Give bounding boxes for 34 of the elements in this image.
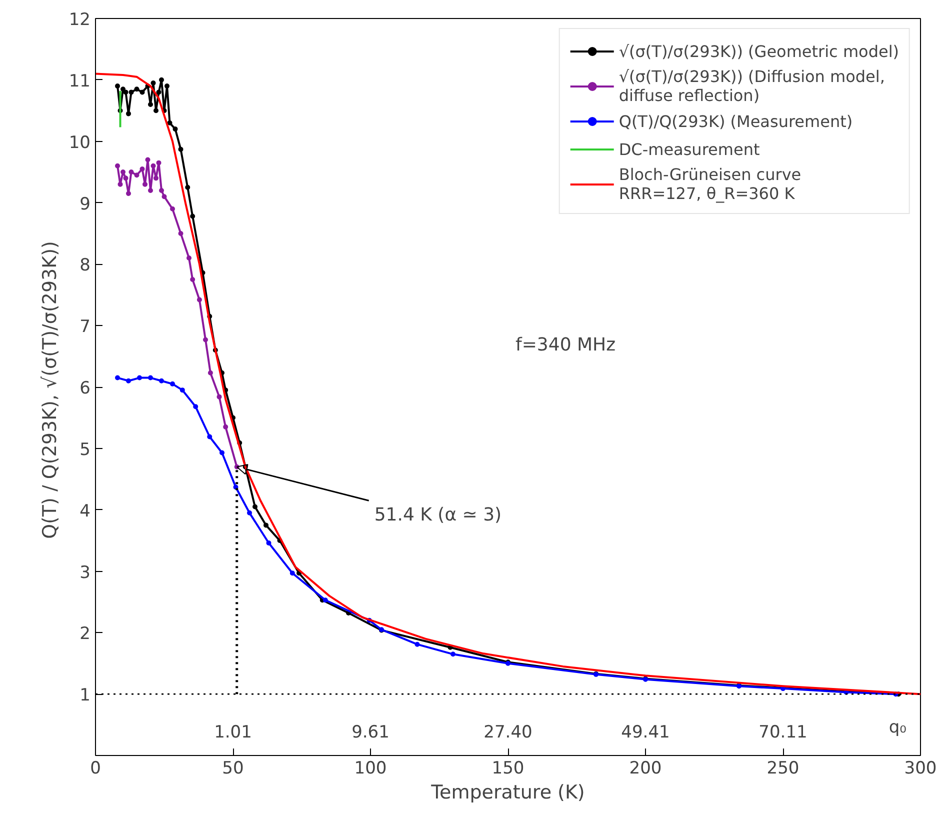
x-tick-label: 250: [766, 758, 800, 778]
x-tick-label: 0: [90, 758, 101, 778]
x-tick-label: 300: [904, 758, 937, 778]
annotation: 70.11: [758, 722, 808, 742]
annotation: f=340 MHz: [516, 334, 616, 356]
legend-label: Q(T)/Q(293K) (Measurement): [618, 110, 853, 132]
y-axis-title: Q(T) / Q(293K), √(σ(T)/σ(293K)): [38, 241, 61, 539]
y-tick-label: 3: [80, 562, 91, 583]
annotation: 49.41: [621, 722, 670, 742]
y-tick-label: 9: [80, 194, 91, 214]
y-tick-label: 12: [68, 10, 91, 30]
x-tick-label: 150: [492, 758, 524, 778]
x-tick-label: 100: [354, 758, 387, 778]
y-tick-label: 6: [80, 378, 91, 398]
y-tick-label: 5: [80, 440, 91, 460]
legend-label: √(σ(T)/σ(293K)) (Diffusion model, diffuse reflection): [618, 67, 885, 105]
y-tick-label: 10: [68, 132, 91, 153]
y-tick-label: 4: [80, 501, 91, 522]
y-tick-label: 8: [80, 256, 91, 276]
legend-label: √(σ(T)/σ(293K)) (Geometric model): [618, 40, 899, 62]
annotation: 27.40: [484, 722, 532, 742]
y-tick-label: 2: [80, 624, 91, 644]
y-tick-label: 11: [68, 71, 91, 92]
annotation: q₀: [888, 718, 907, 738]
annotation: 51.4 K (α ≃ 3): [374, 504, 502, 526]
annotation: 1.01: [214, 722, 252, 742]
y-tick-label: 1: [80, 686, 91, 706]
annotation: 9.61: [352, 722, 390, 742]
x-axis-title: Temperature (K): [430, 782, 585, 804]
y-tick-label: 7: [80, 317, 91, 338]
x-tick-label: 200: [629, 758, 662, 778]
legend-label: DC-measurement: [618, 138, 760, 160]
x-tick-label: 50: [222, 758, 244, 778]
legend-label: Bloch-Grüneisen curve RRR=127, θ_R=360 K: [618, 165, 802, 203]
